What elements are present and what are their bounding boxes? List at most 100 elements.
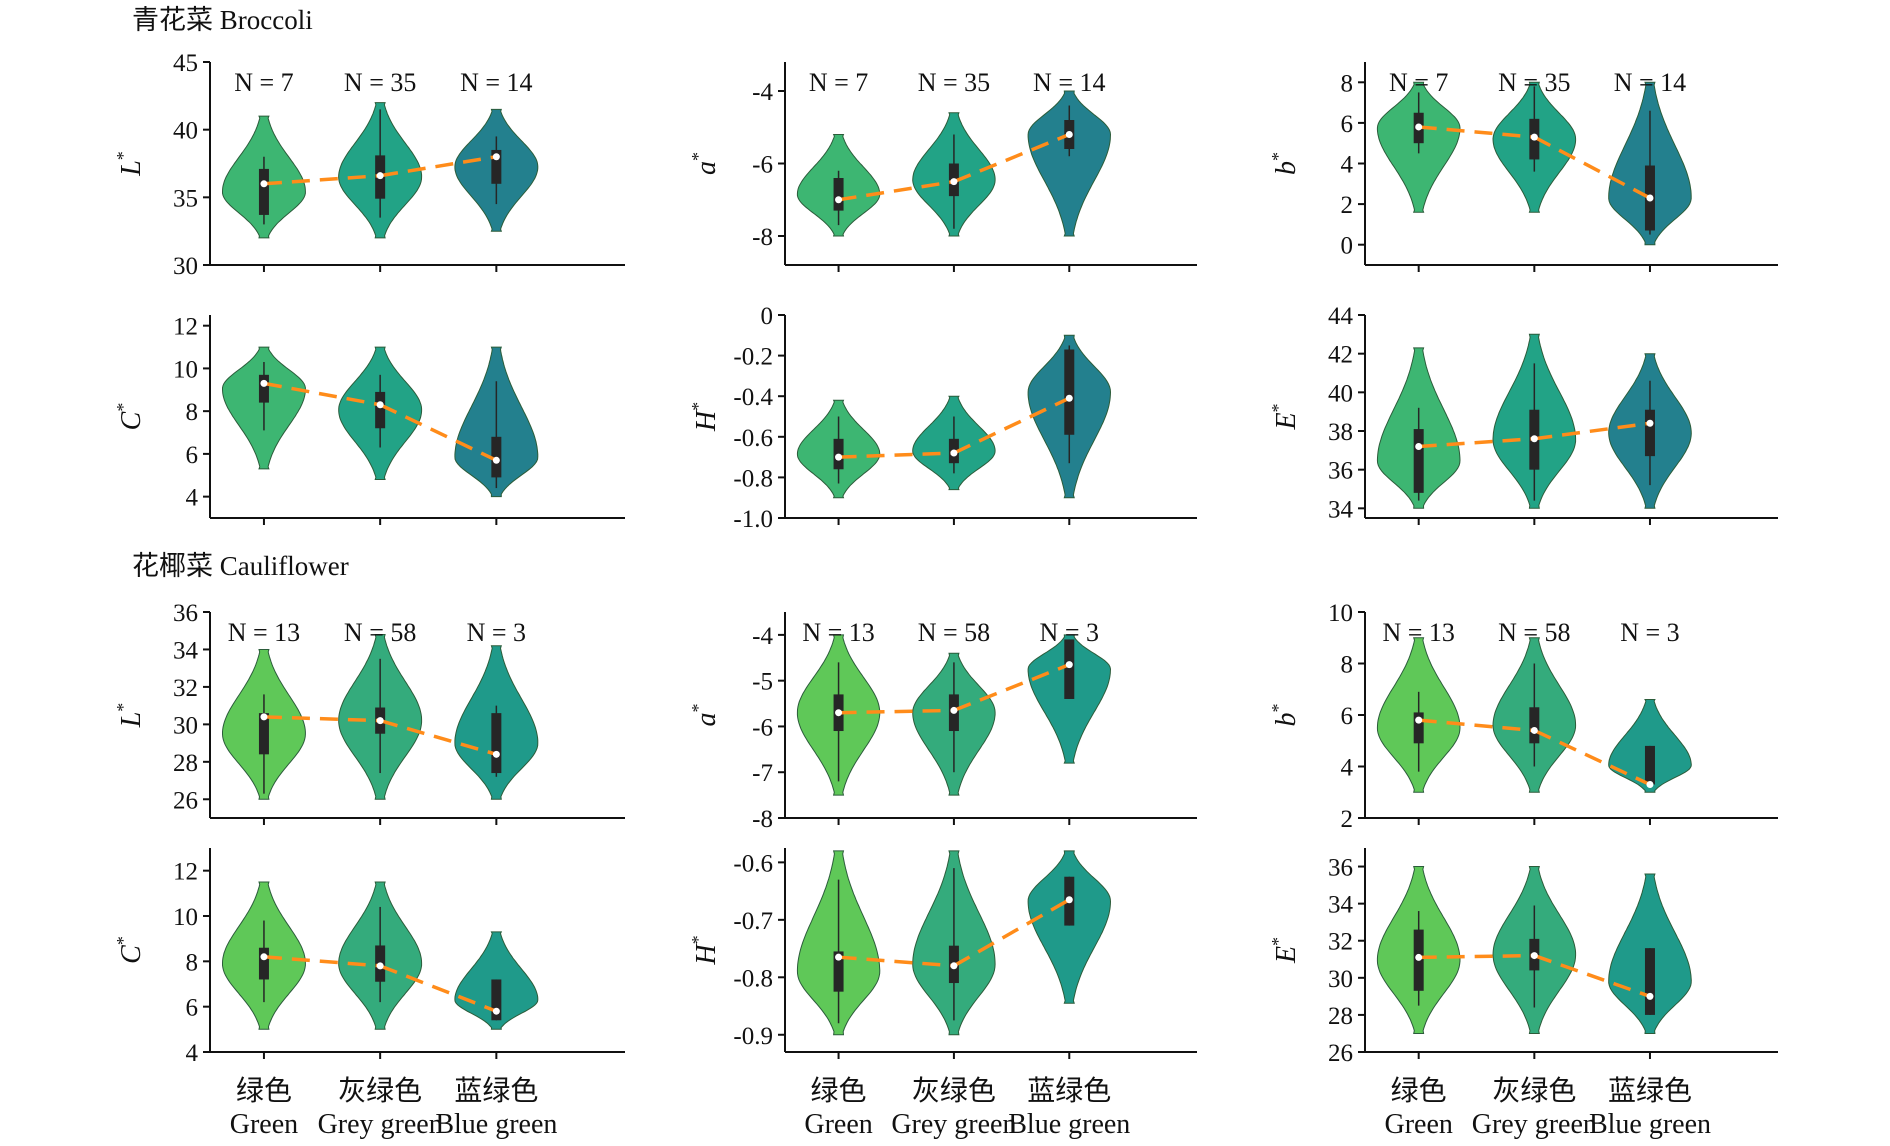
y-axis-label: b* [1268,704,1302,727]
box-iqr [1644,948,1655,1015]
median-trend-segment [1418,953,1535,960]
y-tick-label: -0.4 [733,384,773,411]
median-point [835,453,843,461]
sample-size-label: N = 13 [1382,618,1454,647]
sample-size-label: N = 58 [344,618,416,647]
x-category-label-en: Green [230,1109,298,1140]
y-tick-label: 8 [186,949,199,976]
y-tick-label: 42 [1328,342,1353,369]
median-trend-segment [263,173,381,186]
y-tick-label: 0 [1341,233,1354,260]
box-iqr [375,391,386,429]
violin-blue-green [1027,850,1112,1004]
median-point [376,172,384,180]
y-tick-label: 28 [173,750,198,777]
chart-panel-cauliflower-c: 4 6 8 10 12 C* [113,848,625,1067]
box-iqr [833,951,844,992]
box-iqr [491,713,502,774]
y-tick-label: 34 [173,637,199,664]
box-iqr [1644,409,1655,457]
median-trend-segment [953,396,1071,455]
box-iqr [1413,712,1424,744]
median-point [376,717,384,725]
y-tick-label: -8 [752,224,773,251]
box-iqr [258,168,269,215]
box-iqr [1529,707,1540,744]
y-tick-label: -4 [752,79,773,106]
chart-panel-cauliflower-e: 26 28 30 32 34 36 E* [1268,848,1778,1067]
x-category-label-en: Blue green [1589,1109,1711,1140]
median-point [1415,123,1423,131]
box-iqr [1064,639,1075,699]
y-tick-label: 36 [173,600,198,627]
y-tick-label: -1.0 [733,506,773,533]
chart-panel-cauliflower-b: 2 4 6 8 10 b* N = 13 N = 58 N = 3 [1268,600,1778,833]
median-trend-segment [838,451,954,459]
box-iqr [491,149,502,184]
chart-panel-cauliflower-h: -0.9 -0.8 -0.7 -0.6 H* [688,848,1197,1059]
x-category-label-en: Green [804,1109,872,1140]
sample-size-label: N = 13 [802,618,874,647]
median-point [1415,716,1423,724]
violin-blue-green [1027,634,1112,764]
y-tick-label: 10 [173,904,198,931]
x-category-label-cn: 蓝绿色 [1027,1075,1111,1107]
section-title-cauliflower: 花椰菜 Cauliflower [132,551,349,581]
median-point [376,401,384,409]
median-trend-segment [1418,125,1535,139]
y-tick-label: 30 [173,253,198,280]
y-tick-label: 4 [186,1040,199,1067]
sample-size-label: N = 13 [228,618,300,647]
chart-panel-broccoli-l: 30 35 40 45 L* N = 7 N = 35 N = 14 [113,50,625,280]
median-trend-segment [1418,436,1535,449]
y-tick-label: 26 [1328,1040,1353,1067]
chart-panel-cauliflower-l: 26 28 30 32 34 36 L* N = 13 N = 58 N = 3 [113,600,625,825]
y-tick-label: 28 [1328,1003,1353,1030]
y-tick-label: 10 [1328,600,1353,627]
median-point [376,962,384,970]
y-tick-label: 12 [173,859,198,886]
median-point [950,178,958,186]
sample-size-label: N = 3 [1040,618,1099,647]
sample-size-label: N = 3 [467,618,526,647]
median-trend-segment [838,955,955,968]
y-axis-label: a* [688,704,722,727]
median-point [1065,896,1073,904]
y-tick-label: 8 [1341,652,1354,679]
y-tick-label: 36 [1328,458,1353,485]
y-tick-label: 30 [173,712,198,739]
median-point [492,1007,500,1015]
y-tick-label: 2 [1341,192,1354,219]
y-axis-label: E* [1268,937,1302,964]
median-trend-segment [838,708,954,715]
sample-size-label: N = 58 [1498,618,1570,647]
y-tick-label: 6 [1341,703,1354,730]
median-point [1646,781,1654,789]
y-tick-label: -0.2 [733,344,773,371]
median-point [260,713,268,721]
x-category-label-en: Grey green [1472,1109,1597,1140]
y-tick-label: -0.6 [733,425,773,452]
y-tick-label: 36 [1328,855,1353,882]
y-tick-label: 4 [1341,755,1354,782]
sample-size-label: N = 35 [344,68,416,97]
y-tick-label: -0.9 [733,1023,773,1050]
y-tick-label: 6 [186,442,199,469]
median-point [835,709,843,717]
box-iqr [1064,349,1075,435]
median-point [1415,953,1423,961]
y-axis-label: C* [113,936,147,964]
median-point [1530,435,1538,443]
median-trend-segment [263,381,381,407]
x-category-label-cn: 绿色 [236,1075,292,1107]
median-trend-segment [379,964,497,1013]
median-point [1415,442,1423,450]
y-tick-label: 40 [1328,380,1353,407]
median-point [1530,133,1538,141]
x-category-label-en: Grey green [891,1109,1016,1140]
y-tick-label: 4 [1341,152,1354,179]
y-axis-label: L* [113,703,147,729]
median-trend-segment [953,132,1070,184]
y-axis-label: H* [688,402,722,432]
sample-size-label: N = 7 [809,68,868,97]
